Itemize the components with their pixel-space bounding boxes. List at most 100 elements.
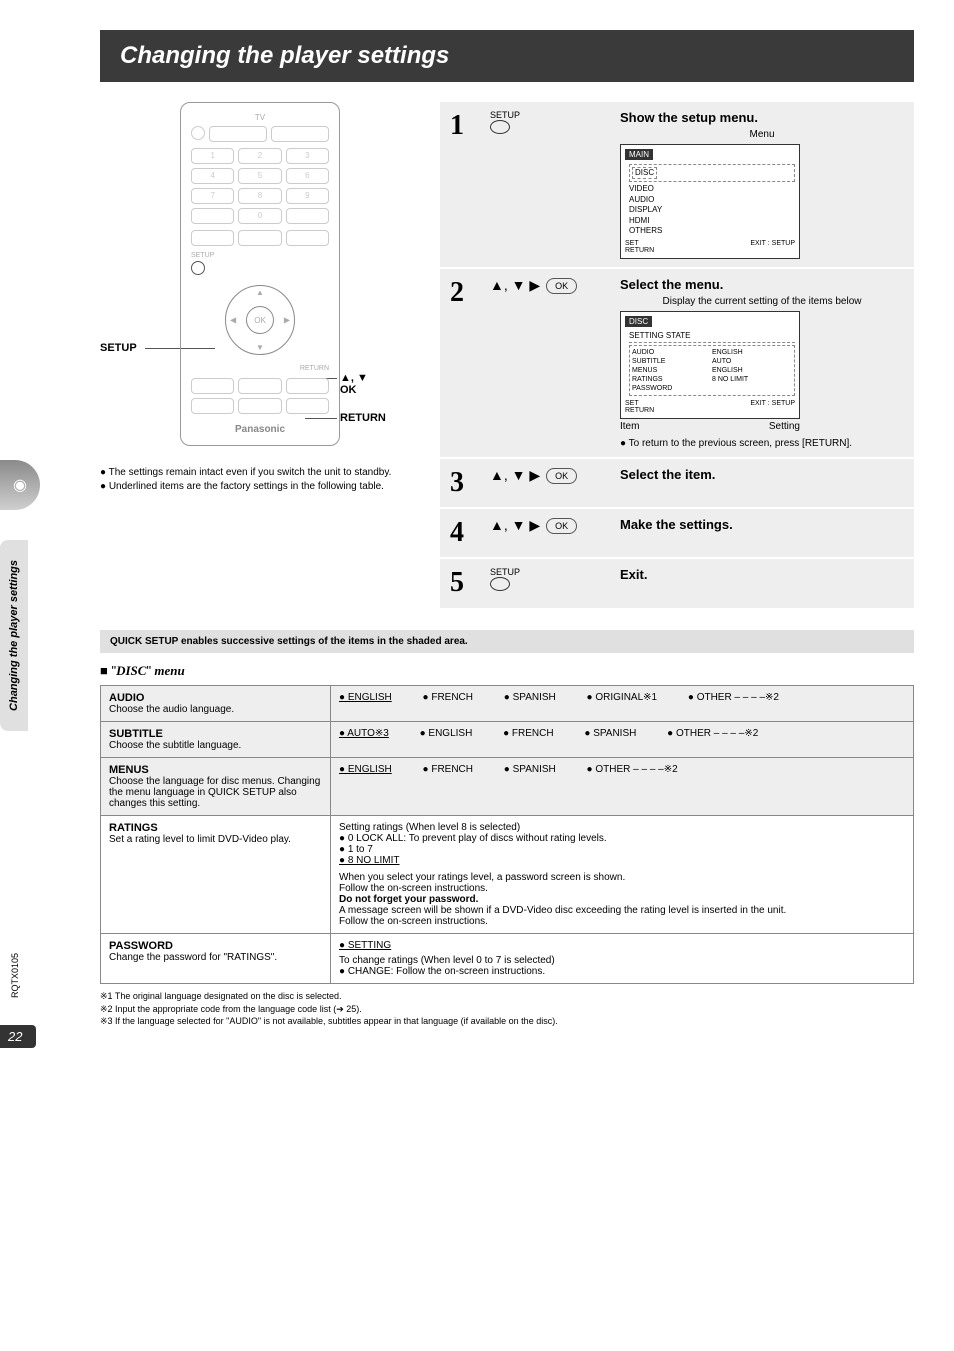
- opt: ● ENGLISH: [339, 764, 392, 775]
- remote-dpad: ▲ ▼ ◀ ▶ OK: [225, 285, 295, 355]
- osd-row-r: 8 NO LIMIT: [712, 375, 792, 384]
- remote-num-btn: 4: [191, 168, 234, 184]
- ok-pill: OK: [546, 518, 577, 534]
- password-line: ● CHANGE: Follow the on-screen instructi…: [339, 966, 905, 977]
- row-desc: Choose the language for disc menus. Chan…: [109, 776, 320, 809]
- step-number: 5: [450, 567, 480, 599]
- dpad-left-icon: ◀: [230, 316, 236, 325]
- step-title: Make the settings.: [620, 517, 904, 532]
- step-sub: Display the current setting of the items…: [620, 296, 904, 307]
- heading-word: DISC: [116, 663, 146, 678]
- page-title: Changing the player settings: [100, 30, 914, 82]
- osd-row-r: ENGLISH: [712, 348, 792, 357]
- opt: ● FRENCH: [423, 692, 473, 703]
- step-title: Select the menu.: [620, 277, 904, 292]
- step-title: Show the setup menu.: [620, 110, 904, 125]
- row-title: MENUS: [109, 764, 149, 776]
- opt: ● ENGLISH: [339, 692, 392, 703]
- remote-num-btn: 3: [286, 148, 329, 164]
- osd-foot-right: EXIT : SETUP: [750, 400, 795, 414]
- remote-generic-btn: [191, 398, 234, 414]
- footnote: ※2 Input the appropriate code from the l…: [100, 1003, 914, 1016]
- opt: ● ORIGINAL※1: [587, 692, 658, 703]
- osd-row-l: PASSWORD: [632, 384, 712, 393]
- table-row: MENUS Choose the language for disc menus…: [101, 758, 914, 816]
- row-desc: Set a rating level to limit DVD-Video pl…: [109, 834, 291, 845]
- password-line: To change ratings (When level 0 to 7 is …: [339, 955, 905, 966]
- arrows-ok-callout: ▲, ▼ OK: [340, 372, 368, 396]
- step-title: Select the item.: [620, 467, 904, 482]
- remote-num-btn: 0: [238, 208, 281, 224]
- setup-label: SETUP: [490, 567, 520, 577]
- dpad-up-icon: ▲: [256, 288, 264, 297]
- footnotes: ※1 The original language designated on t…: [100, 990, 914, 1028]
- step-row: 2 ▲, ▼ ▶ OK Select the menu. Display the…: [440, 269, 914, 459]
- osd-item: OTHERS: [629, 226, 795, 236]
- step-row: 1 SETUP Show the setup menu. Menu MAIN D…: [440, 102, 914, 269]
- footnote: ※1 The original language designated on t…: [100, 990, 914, 1003]
- table-row: RATINGS Set a rating level to limit DVD-…: [101, 816, 914, 934]
- ratings-line: Do not forget your password.: [339, 894, 478, 905]
- ok-pill: OK: [546, 278, 577, 294]
- step-number: 2: [450, 277, 480, 309]
- osd-item: DISPLAY: [629, 205, 795, 215]
- osd-item: AUDIO: [629, 195, 795, 205]
- osd-row-l: SUBTITLE: [632, 357, 712, 366]
- osd-row-r: [712, 384, 792, 393]
- ratings-line: Setting ratings (When level 8 is selecte…: [339, 822, 905, 833]
- remote-illustration: TV 1 2 3 4 5 6 7 8 9 0: [180, 102, 340, 446]
- ratings-line: ● 0 LOCK ALL: To prevent play of discs w…: [339, 833, 905, 844]
- osd-foot-left: SET RETURN: [625, 400, 654, 414]
- osd-foot-left: SET RETURN: [625, 240, 654, 254]
- osd-row-l: RATINGS: [632, 375, 712, 384]
- opt: ● SPANISH: [504, 692, 556, 703]
- remote-num-btn: 2: [238, 148, 281, 164]
- shaded-note: QUICK SETUP enables successive settings …: [100, 630, 914, 653]
- note-line: ● The settings remain intact even if you…: [100, 466, 420, 480]
- return-btn-label: RETURN: [191, 365, 329, 372]
- remote-brand: Panasonic: [191, 424, 329, 435]
- remote-generic-btn: [238, 378, 281, 394]
- remote-generic-btn: [286, 230, 329, 246]
- opt: ● AUTO※3: [339, 728, 389, 739]
- osd-topbar: MAIN: [625, 149, 653, 160]
- disc-menu-heading: ■ "DISC" menu: [100, 663, 914, 679]
- remote-num-btn: 5: [238, 168, 281, 184]
- remote-generic-btn: [271, 126, 329, 142]
- remote-generic-btn: [191, 378, 234, 394]
- osd-menu: MAIN DISC VIDEO AUDIO DISPLAY HDMI OTHER…: [620, 144, 800, 259]
- setup-callout: SETUP: [100, 342, 137, 354]
- opt: ● FRENCH: [503, 728, 553, 739]
- ratings-line: Follow the on-screen instructions.: [339, 883, 905, 894]
- table-row: SUBTITLE Choose the subtitle language. ●…: [101, 722, 914, 758]
- footnote: ※3 If the language selected for "AUDIO" …: [100, 1015, 914, 1028]
- ratings-line: Follow the on-screen instructions.: [339, 916, 905, 927]
- opt: ● OTHER – – – –※2: [587, 764, 678, 775]
- step-note: ● To return to the previous screen, pres…: [620, 438, 904, 449]
- remote-generic-btn: [286, 378, 329, 394]
- remote-generic-btn: [286, 208, 329, 224]
- settings-table: AUDIO Choose the audio language. ● ENGLI…: [100, 685, 914, 984]
- remote-num-btn: 6: [286, 168, 329, 184]
- remote-generic-btn: [238, 230, 281, 246]
- table-row: PASSWORD Change the password for "RATING…: [101, 934, 914, 984]
- osd-row-l: MENUS: [632, 366, 712, 375]
- setup-btn-label: SETUP: [191, 252, 329, 259]
- remote-num-btn: 7: [191, 188, 234, 204]
- note-line: ● Underlined items are the factory setti…: [100, 480, 420, 494]
- osd-row-r: ENGLISH: [712, 366, 792, 375]
- row-desc: Choose the audio language.: [109, 704, 234, 715]
- ratings-line: ● 1 to 7: [339, 844, 905, 855]
- step-row: 3 ▲, ▼ ▶ OK Select the item.: [440, 459, 914, 509]
- item-label: Item: [620, 421, 639, 432]
- ok-pill: OK: [546, 468, 577, 484]
- power-icon: [191, 126, 205, 140]
- password-line: ● SETTING: [339, 940, 391, 951]
- step-number: 3: [450, 467, 480, 499]
- steps-column: 1 SETUP Show the setup menu. Menu MAIN D…: [440, 102, 914, 610]
- remote-generic-btn: [238, 398, 281, 414]
- osd-item: HDMI: [629, 216, 795, 226]
- ratings-line: When you select your ratings level, a pa…: [339, 872, 905, 883]
- osd-item: VIDEO: [629, 184, 795, 194]
- ratings-line: A message screen will be shown if a DVD-…: [339, 905, 905, 916]
